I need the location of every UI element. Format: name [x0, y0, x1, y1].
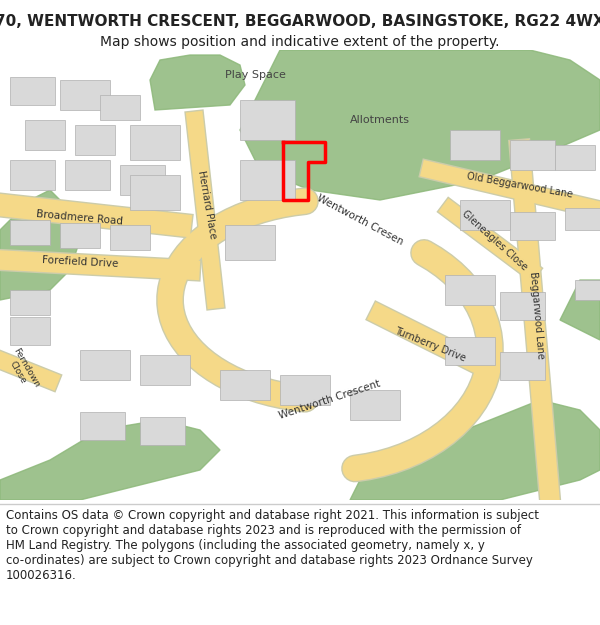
- Bar: [220, 370, 270, 400]
- Bar: [10, 317, 50, 345]
- Text: Gleneagles Close: Gleneagles Close: [460, 208, 530, 272]
- Text: 70, WENTWORTH CRESCENT, BEGGARWOOD, BASINGSTOKE, RG22 4WX: 70, WENTWORTH CRESCENT, BEGGARWOOD, BASI…: [0, 14, 600, 29]
- Bar: [100, 95, 140, 120]
- Text: Beggarwood Lane: Beggarwood Lane: [528, 271, 546, 359]
- Bar: [80, 412, 125, 440]
- Bar: [500, 292, 545, 320]
- Text: Map shows position and indicative extent of the property.: Map shows position and indicative extent…: [100, 35, 500, 49]
- Text: Broadmere Road: Broadmere Road: [36, 209, 124, 227]
- Bar: [500, 352, 545, 380]
- Text: Forefield Drive: Forefield Drive: [41, 255, 118, 269]
- Bar: [140, 355, 190, 385]
- Bar: [240, 100, 295, 140]
- Text: Wentworth Crescent: Wentworth Crescent: [278, 379, 382, 421]
- Bar: [120, 165, 165, 195]
- Bar: [460, 200, 510, 230]
- Bar: [565, 208, 600, 230]
- Text: Contains OS data © Crown copyright and database right 2021. This information is : Contains OS data © Crown copyright and d…: [6, 509, 539, 582]
- Text: Allotments: Allotments: [350, 115, 410, 125]
- Polygon shape: [240, 50, 600, 200]
- Bar: [510, 140, 555, 170]
- Bar: [450, 130, 500, 160]
- Text: Play Space: Play Space: [224, 70, 286, 80]
- Bar: [445, 337, 495, 365]
- Polygon shape: [560, 280, 600, 340]
- Text: Ferndown
Close: Ferndown Close: [2, 346, 41, 394]
- Bar: [350, 390, 400, 420]
- Bar: [575, 280, 600, 300]
- Bar: [280, 375, 330, 405]
- Polygon shape: [150, 55, 245, 110]
- Bar: [10, 290, 50, 315]
- Bar: [240, 160, 295, 200]
- Bar: [445, 275, 495, 305]
- Bar: [110, 225, 150, 250]
- Bar: [555, 145, 595, 170]
- Bar: [25, 120, 65, 150]
- Bar: [60, 80, 110, 110]
- Bar: [60, 223, 100, 248]
- Bar: [130, 175, 180, 210]
- Polygon shape: [0, 190, 80, 300]
- Text: Herriard Place: Herriard Place: [196, 170, 218, 240]
- Bar: [510, 212, 555, 240]
- Text: Turnberry Drive: Turnberry Drive: [393, 326, 467, 364]
- Bar: [130, 125, 180, 160]
- Polygon shape: [0, 420, 220, 500]
- Bar: [140, 417, 185, 445]
- Bar: [10, 160, 55, 190]
- Polygon shape: [350, 400, 600, 500]
- Text: Old Beggarwood Lane: Old Beggarwood Lane: [466, 171, 574, 199]
- Text: Wentworth Cresen: Wentworth Cresen: [315, 193, 405, 247]
- Bar: [65, 160, 110, 190]
- Bar: [75, 125, 115, 155]
- Bar: [225, 225, 275, 260]
- Bar: [10, 220, 50, 245]
- Bar: [80, 350, 130, 380]
- Bar: [10, 77, 55, 105]
